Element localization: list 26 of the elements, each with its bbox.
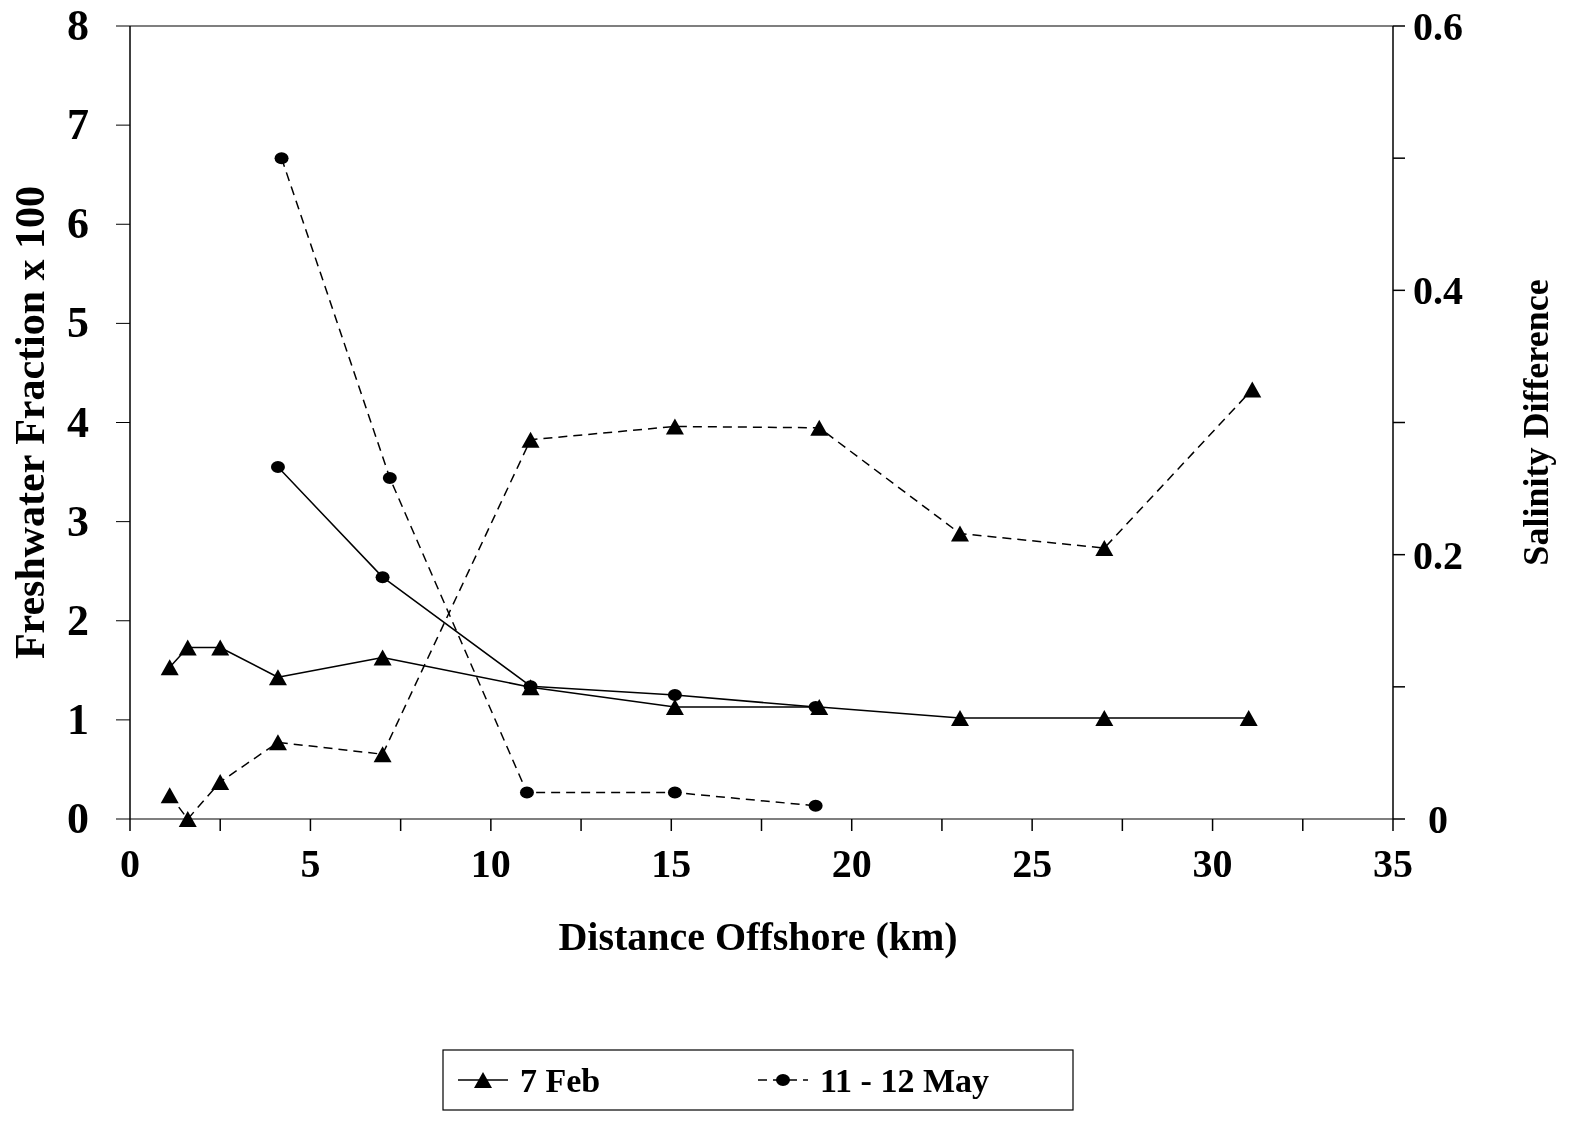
x-tick-label: 20 xyxy=(831,841,872,886)
y-tick-label: 0 xyxy=(67,794,89,843)
x-axis-title: Distance Offshore (km) xyxy=(558,914,958,959)
y-tick-label: 7 xyxy=(67,100,89,150)
x-tick-label: 30 xyxy=(1192,841,1233,886)
y-tick-label: 8 xyxy=(67,1,89,50)
y-tick-label: 6 xyxy=(67,199,89,249)
legend-label: 11 - 12 May xyxy=(820,1062,990,1099)
y2-axis-title: Salinity Difference xyxy=(1516,279,1556,566)
x-tick-label: 25 xyxy=(1012,841,1053,886)
x-tick-label: 35 xyxy=(1373,841,1413,886)
y2-tick-label: 0.6 xyxy=(1413,4,1463,49)
x-tick-label: 5 xyxy=(300,841,321,886)
x-tick-label: 0 xyxy=(120,841,140,886)
y2-tick-label: 0 xyxy=(1428,797,1448,842)
y-tick-label: 2 xyxy=(67,595,89,645)
y2-tick-label: 0.2 xyxy=(1413,532,1463,578)
y-tick-label: 5 xyxy=(67,298,89,348)
y2-tick-label: 0.4 xyxy=(1413,268,1463,314)
y-tick-label: 3 xyxy=(67,496,89,546)
x-tick-label: 15 xyxy=(651,841,692,886)
y-tick-label: 4 xyxy=(67,397,89,447)
legend-label: 7 Feb xyxy=(520,1062,601,1099)
x-tick-label: 10 xyxy=(470,841,511,886)
y-tick-label: 1 xyxy=(67,694,89,744)
y-axis-title: Freshwater Fraction x 100 xyxy=(7,185,53,660)
